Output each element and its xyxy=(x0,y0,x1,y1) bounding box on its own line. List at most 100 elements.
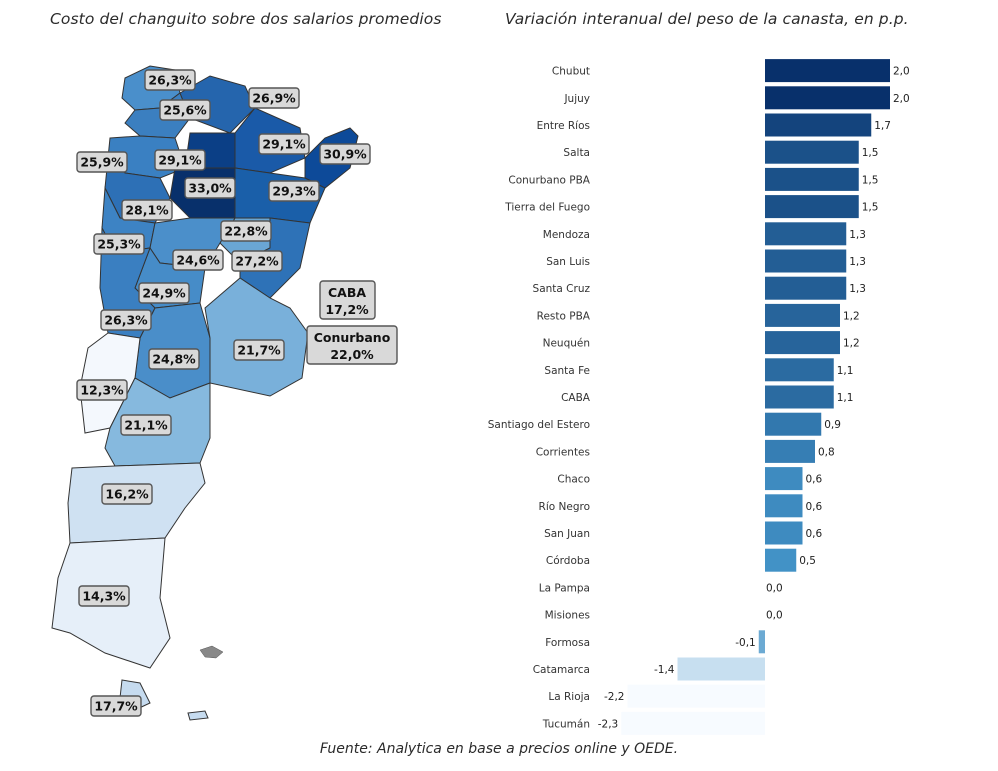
caba-callout-box xyxy=(319,280,376,320)
map-label-box xyxy=(90,695,142,717)
map-label-box xyxy=(258,133,310,155)
bar-value-label: 1,2 xyxy=(843,338,860,350)
chart-title: Variación interanual del peso de la cana… xyxy=(505,10,909,28)
bar-category-label: Salta xyxy=(563,147,590,159)
bar xyxy=(765,385,834,409)
bar-category-label: Chaco xyxy=(557,474,590,486)
bar xyxy=(765,276,847,300)
bar-category-label: Río Negro xyxy=(539,501,590,513)
bar xyxy=(627,684,765,708)
map-value-label: 28,1% xyxy=(125,203,169,218)
bar-category-label: Neuquén xyxy=(543,338,590,350)
map-value-label: 27,2% xyxy=(235,254,279,269)
map-value-label: 12,3% xyxy=(80,383,124,398)
map-label-box xyxy=(76,379,128,401)
bar-category-label: La Rioja xyxy=(548,691,590,703)
bar-category-label: Santa Fe xyxy=(544,365,590,377)
bar-category-label: Catamarca xyxy=(533,664,590,676)
map-value-label: 16,2% xyxy=(105,487,149,502)
map-value-label: 26,3% xyxy=(148,73,192,88)
islands-shape xyxy=(199,645,224,659)
bar-category-label: Jujuy xyxy=(563,93,590,105)
map-label-box xyxy=(220,220,272,242)
bar-category-label: Entre Ríos xyxy=(537,120,590,132)
bar-value-label: 2,0 xyxy=(893,66,910,78)
caba-callout-name: CABA xyxy=(328,285,366,300)
bar xyxy=(677,657,765,681)
map-region xyxy=(187,710,209,721)
map-label-box xyxy=(93,233,145,255)
bar-value-label: 1,1 xyxy=(837,365,854,377)
bar-value-label: 1,1 xyxy=(837,392,854,404)
bar-category-label: San Juan xyxy=(544,528,590,540)
bar xyxy=(765,222,847,246)
bar-value-label: -2,2 xyxy=(604,691,625,703)
map-label-box xyxy=(231,250,283,272)
bar-value-label: 1,7 xyxy=(874,120,891,132)
map-value-label: 24,8% xyxy=(152,352,196,367)
caba-callout-value: 17,2% xyxy=(325,302,369,317)
map-value-label: 25,3% xyxy=(97,237,141,252)
map-value-label: 29,1% xyxy=(262,137,306,152)
map-label-box xyxy=(100,309,152,331)
bar-category-label: Tucumán xyxy=(542,718,590,730)
bar xyxy=(765,412,822,436)
bar xyxy=(765,548,797,572)
bar-category-label: Tierra del Fuego xyxy=(504,202,590,214)
map-value-label: 22,8% xyxy=(224,224,268,239)
bar-category-label: Formosa xyxy=(545,637,590,649)
map-value-label: 24,6% xyxy=(176,253,220,268)
bar-category-label: Santiago del Estero xyxy=(488,419,590,431)
bar-category-label: Córdoba xyxy=(546,555,590,567)
map-label-box xyxy=(154,149,206,171)
source-note: Fuente: Analytica en base a precios onli… xyxy=(319,741,679,757)
bar-category-label: Misiones xyxy=(545,610,590,622)
map-label-box xyxy=(184,177,236,199)
bar xyxy=(765,167,859,191)
map-label-box xyxy=(159,99,211,121)
bar-value-label: 0,0 xyxy=(766,582,783,594)
map-label-box xyxy=(148,348,200,370)
map-label-box xyxy=(233,339,285,361)
bar-value-label: 1,5 xyxy=(862,202,879,214)
province-map: 26,3% 25,6% 26,9% 29,1% 29,1% 30,9% 25,9% 33,0%… xyxy=(40,38,420,728)
bar-value-label: 0,9 xyxy=(824,419,841,431)
bar-category-label: La Pampa xyxy=(539,582,590,594)
map-value-label: 24,9% xyxy=(142,286,186,301)
bar-value-label: 1,3 xyxy=(849,283,866,295)
bar-category-label: Chubut xyxy=(552,66,590,78)
bar-value-label: 2,0 xyxy=(893,93,910,105)
map-value-label: 17,7% xyxy=(94,699,138,714)
bar-value-label: 1,5 xyxy=(862,174,879,186)
bar xyxy=(765,86,890,110)
map-value-label: 30,9% xyxy=(323,147,367,162)
bar-value-label: 0,6 xyxy=(806,501,823,513)
map-label-box xyxy=(101,483,153,505)
map-value-label: 21,7% xyxy=(237,343,281,358)
bar xyxy=(765,521,803,545)
map-label-box xyxy=(248,87,300,109)
bar-value-label: 0,8 xyxy=(818,446,835,458)
bar-chart-svg: Chubut 2,0 Jujuy 2,0 Entre Ríos 1,7 Salta 1,5 Co… xyxy=(488,59,910,735)
bar xyxy=(765,195,859,219)
bar-category-label: Santa Cruz xyxy=(533,283,591,295)
map-value-label: 26,3% xyxy=(104,313,148,328)
conurbano-callout-box xyxy=(306,325,398,365)
map-label-box xyxy=(172,249,224,271)
bar-category-label: CABA xyxy=(561,392,591,404)
bar xyxy=(758,630,765,654)
map-label-box xyxy=(319,143,371,165)
map-value-label: 29,1% xyxy=(158,153,202,168)
bar xyxy=(621,711,765,735)
map-label-box xyxy=(76,151,128,173)
bar-value-label: -1,4 xyxy=(654,664,675,676)
bar-category-label: Corrientes xyxy=(536,446,590,458)
bar-value-label: 1,5 xyxy=(862,147,879,159)
bar xyxy=(765,439,815,463)
bar xyxy=(765,303,840,327)
bar-value-label: 0,6 xyxy=(806,474,823,486)
bar-category-label: San Luis xyxy=(546,256,590,268)
map-value-label: 25,9% xyxy=(80,155,124,170)
map-label-box xyxy=(78,585,130,607)
map-region xyxy=(204,277,309,397)
